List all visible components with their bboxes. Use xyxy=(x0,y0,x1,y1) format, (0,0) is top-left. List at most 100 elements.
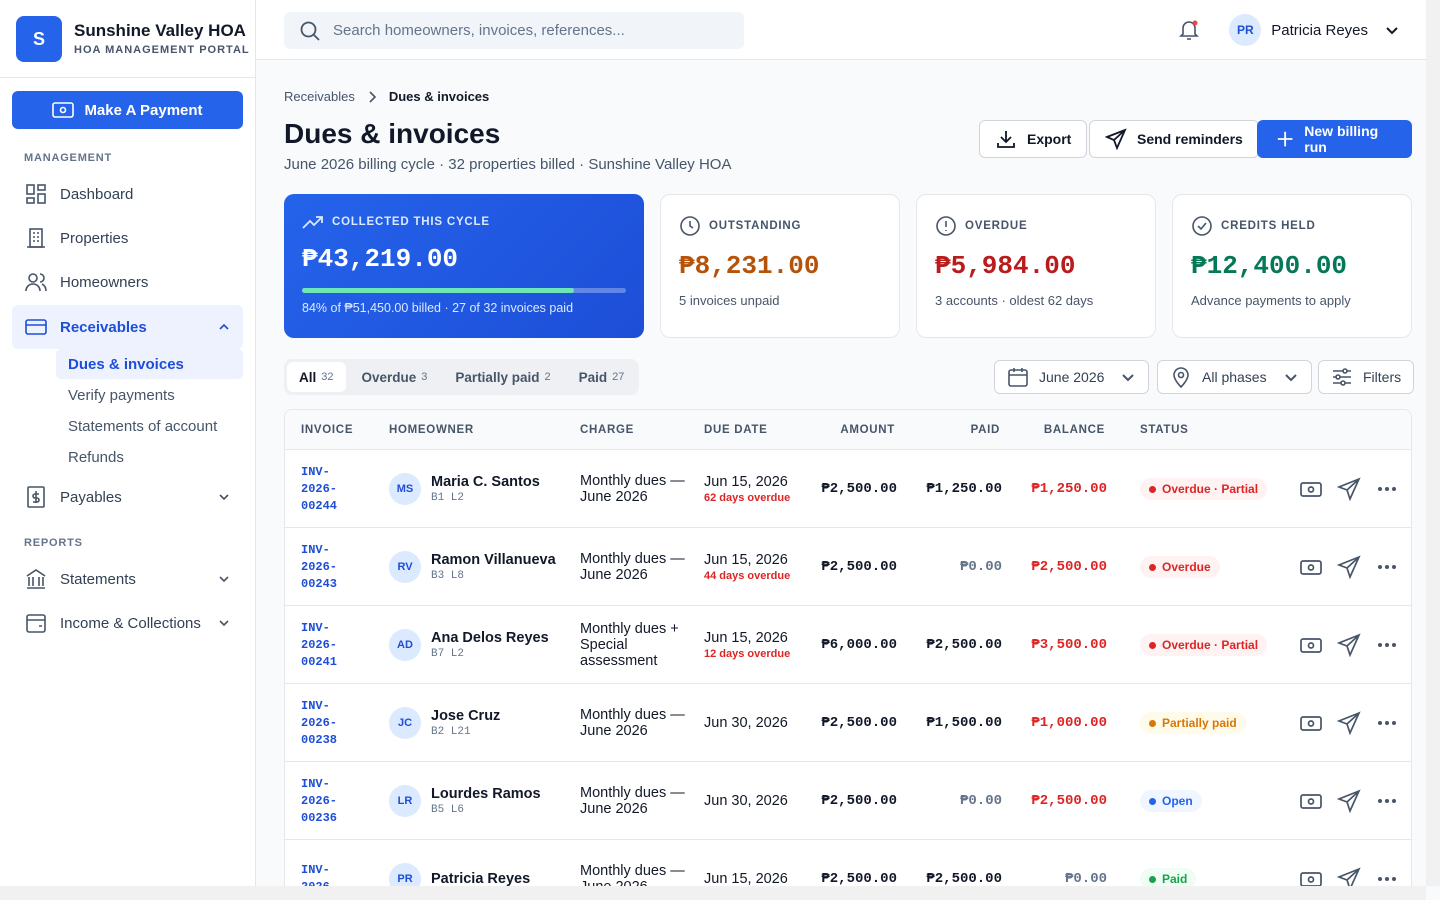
label: Homeowners xyxy=(60,273,149,291)
nav-item[interactable]: Dashboard xyxy=(12,172,243,216)
decoration xyxy=(1337,477,1361,501)
decoration xyxy=(1392,877,1396,881)
decoration: RV Ramon Villanueva B3 L8 xyxy=(389,528,556,606)
decoration xyxy=(1300,638,1322,653)
page-subtitle: June 2026 billing cycle · 32 properties … xyxy=(284,156,732,173)
progress-bar xyxy=(302,288,575,293)
vertical-scrollbar[interactable] xyxy=(1426,0,1440,886)
row-actions[interactable] xyxy=(1299,840,1399,886)
decoration xyxy=(52,102,75,118)
invoice-number[interactable]: INV-2026-00241 xyxy=(301,620,338,669)
nav-item[interactable]: Income & Collections xyxy=(12,601,243,645)
decoration xyxy=(1385,721,1389,725)
decoration xyxy=(997,131,1015,148)
decoration xyxy=(1300,872,1322,886)
row-actions[interactable] xyxy=(1299,606,1399,684)
row-actions[interactable] xyxy=(1299,450,1399,528)
phase-filter[interactable]: All phases xyxy=(1157,360,1312,394)
decoration xyxy=(219,494,229,501)
month-filter[interactable]: June 2026 xyxy=(994,360,1150,394)
stat-value: ₱43,219.00 xyxy=(302,244,459,274)
decoration xyxy=(1307,486,1315,493)
decoration xyxy=(1392,643,1396,647)
sub-nav-item[interactable]: Statements of account xyxy=(68,417,218,435)
tab[interactable]: All 32 xyxy=(287,362,346,392)
tab[interactable]: Overdue 3 xyxy=(350,362,440,392)
make-payment-button[interactable]: Make A Payment xyxy=(12,91,243,129)
nav-item[interactable]: Payables xyxy=(12,475,243,519)
stat-note: 3 accounts · oldest 62 days xyxy=(935,293,1094,308)
due-date: Jun 15, 2026 xyxy=(704,474,788,490)
invoice-row[interactable]: INV-2026-00241 AD Ana Delos Reyes B7 L2 Mo… xyxy=(285,606,1411,684)
decoration xyxy=(1300,482,1322,497)
tab[interactable]: Paid 27 xyxy=(567,362,637,392)
decoration xyxy=(1284,374,1297,382)
unit: B5 L6 xyxy=(431,804,465,816)
decoration xyxy=(1392,565,1396,569)
invoice-row[interactable]: INV-2026-00236 LR Lourdes Ramos B5 L6 Mont… xyxy=(285,762,1411,840)
paid: ₱0.00 xyxy=(959,559,1002,575)
row-actions[interactable] xyxy=(1299,528,1399,606)
brand: S Sunshine Valley HOA HOA MANAGEMENT POR… xyxy=(0,0,255,78)
decoration xyxy=(1192,20,1198,26)
decoration xyxy=(1300,560,1322,575)
row-actions[interactable] xyxy=(1299,684,1399,762)
avatar: PR xyxy=(389,863,421,886)
crumb-current: Dues & invoices xyxy=(388,89,490,104)
avatar: AD xyxy=(389,629,421,661)
invoice-number[interactable]: INV-2026- xyxy=(301,863,337,886)
export-button[interactable]: Export xyxy=(979,120,1088,158)
nav-item[interactable]: Receivables xyxy=(12,305,243,349)
crumb[interactable]: Receivables xyxy=(284,89,355,104)
stat-note: 5 invoices unpaid xyxy=(679,293,780,308)
avatar: JC xyxy=(389,707,421,739)
overdue-note: 44 days overdue xyxy=(704,570,791,582)
invoice-row[interactable]: INV-2026-00243 RV Ramon Villanueva B3 L8 M… xyxy=(285,528,1411,606)
overdue-note: 12 days overdue xyxy=(704,648,791,660)
decoration xyxy=(1277,131,1293,147)
status: Overdue xyxy=(1162,560,1211,574)
balance: ₱1,000.00 xyxy=(1031,715,1107,731)
decoration xyxy=(25,273,47,292)
decoration xyxy=(1337,789,1361,813)
sub-nav-item[interactable]: Verify payments xyxy=(68,386,175,404)
status: Paid xyxy=(1162,872,1188,886)
invoice-row[interactable]: INV-2026- PR Patricia Reyes Monthly dues … xyxy=(285,840,1411,886)
label: Filters xyxy=(1363,369,1402,385)
tab-label: Paid xyxy=(578,369,608,385)
invoice-row[interactable]: INV-2026-00244 MS Maria C. Santos B1 L2 Mo… xyxy=(285,450,1411,528)
decoration xyxy=(1307,798,1315,805)
horizontal-scrollbar[interactable] xyxy=(0,886,1426,900)
sub-nav-item[interactable]: Dues & invoices xyxy=(56,349,243,379)
invoice-number[interactable]: INV-2026-00236 xyxy=(301,776,338,825)
tab[interactable]: Partially paid 2 xyxy=(443,362,562,392)
amount: ₱6,000.00 xyxy=(821,637,897,653)
search-box[interactable]: Search homeowners, invoices, references.… xyxy=(284,12,744,49)
sub-nav-item[interactable]: Refunds xyxy=(68,448,124,466)
brand-subtitle: HOA MANAGEMENT PORTAL xyxy=(74,44,250,56)
new-billing-run-button[interactable]: New billing run xyxy=(1257,120,1412,158)
invoice-number[interactable]: INV-2026-00243 xyxy=(301,542,338,591)
user-menu[interactable]: PR Patricia Reyes xyxy=(1177,14,1400,46)
invoice-row[interactable]: INV-2026-00238 JC Jose Cruz B2 L21 Monthly… xyxy=(285,684,1411,762)
nav-item[interactable]: Homeowners xyxy=(12,260,243,304)
nav-item[interactable]: Statements xyxy=(12,557,243,601)
user-name: Patricia Reyes xyxy=(1271,21,1368,39)
decoration xyxy=(1337,711,1361,735)
row-actions[interactable] xyxy=(1299,762,1399,840)
decoration: Jun 15, 2026 xyxy=(704,840,788,886)
column-header: PAID xyxy=(970,424,1000,436)
decoration xyxy=(1386,27,1398,35)
invoice-number[interactable]: INV-2026-00238 xyxy=(301,698,338,747)
decoration xyxy=(1385,487,1389,491)
decoration xyxy=(219,576,229,583)
filters-button[interactable]: Filters xyxy=(1318,360,1415,394)
decoration xyxy=(1392,799,1396,803)
send-reminders-button[interactable]: Send reminders xyxy=(1089,120,1259,158)
amount: ₱2,500.00 xyxy=(821,715,897,731)
invoice-number[interactable]: INV-2026-00244 xyxy=(301,464,338,513)
brand-name: Sunshine Valley HOA xyxy=(74,21,246,40)
decoration xyxy=(25,319,47,335)
nav-item[interactable]: Properties xyxy=(12,216,243,260)
decoration xyxy=(1307,642,1315,649)
